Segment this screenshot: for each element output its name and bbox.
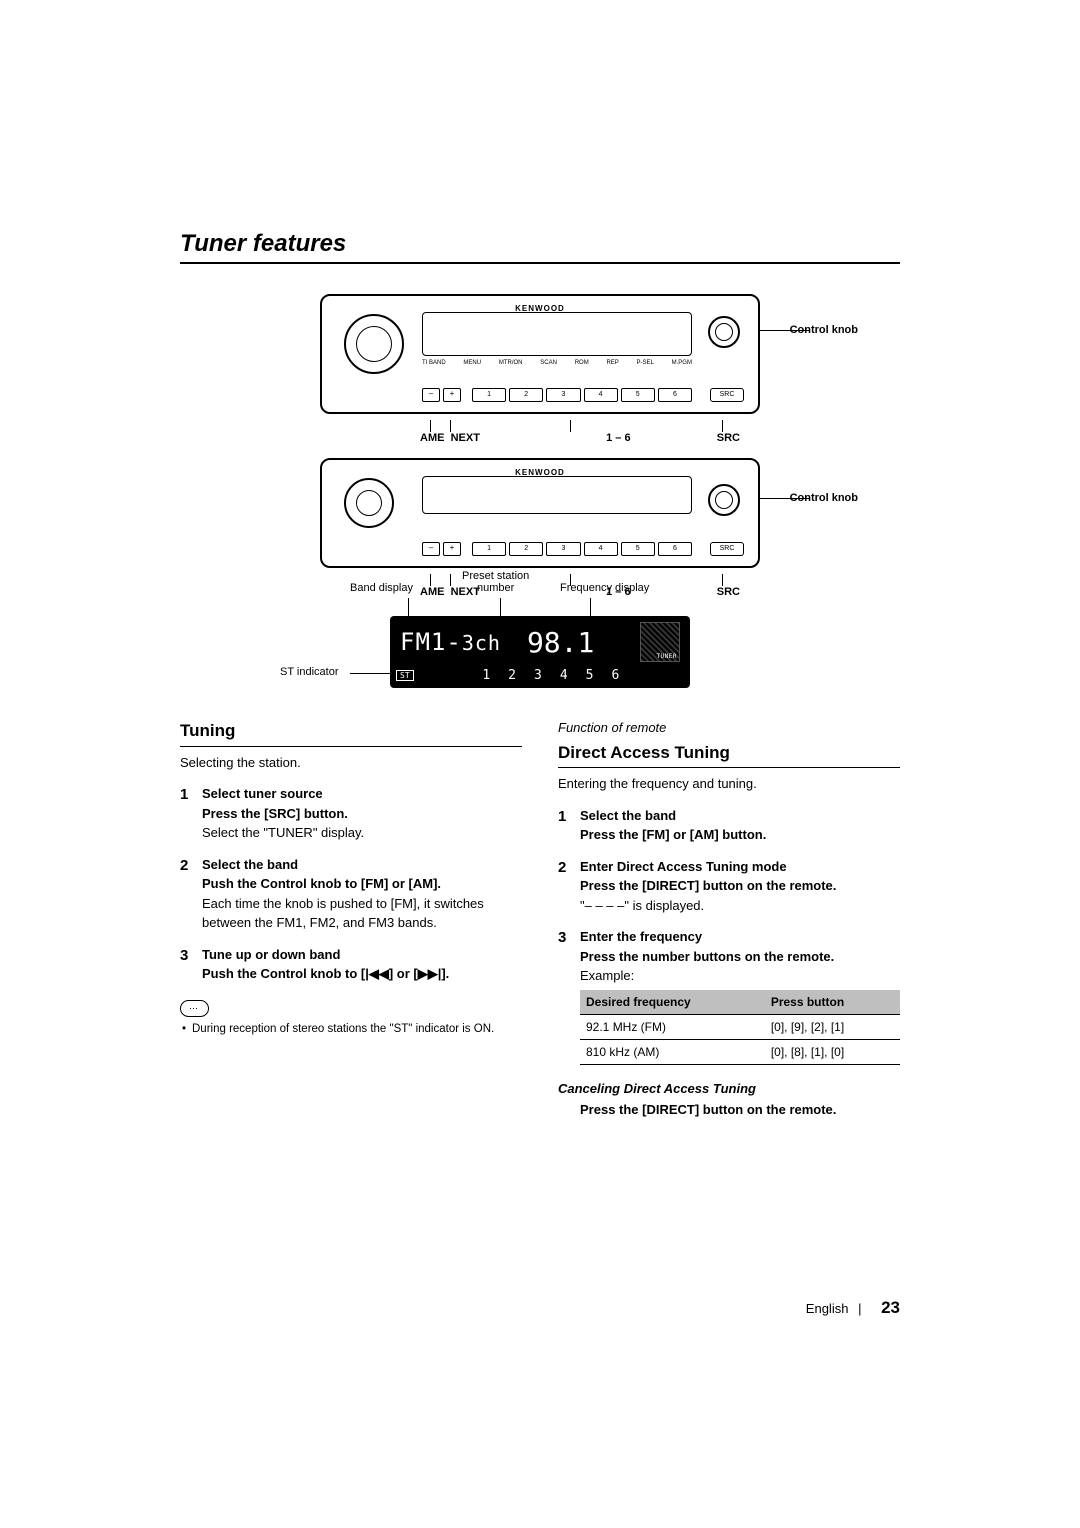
table-header: Press button [765,990,900,1015]
page-number: 23 [881,1298,900,1317]
tuning-step: Select the band Push the Control knob to… [180,855,522,933]
preset-button: 4 [584,542,618,556]
direct-step: Enter Direct Access Tuning mode Press th… [558,857,900,916]
ame-next-buttons: – + [422,542,461,556]
preset-button: 4 [584,388,618,402]
table-row: 92.1 MHz (FM) [0], [9], [2], [1] [580,1014,900,1039]
display-window [422,312,692,356]
frequency-table: Desired frequency Press button 92.1 MHz … [580,990,900,1065]
direct-intro: Entering the frequency and tuning. [558,774,900,794]
display-frequency: 98.1 [527,626,594,659]
tuning-note: During reception of stereo stations the … [180,1021,522,1037]
direct-step: Enter the frequency Press the number but… [558,927,900,1065]
tuning-intro: Selecting the station. [180,753,522,773]
table-row: 810 kHz (AM) [0], [8], [1], [0] [580,1039,900,1064]
language-label: English [806,1301,849,1316]
next-button-icon: + [443,388,461,402]
radio-unit-2: KENWOOD Control knob – + 1 2 3 4 5 6 SRC [320,458,760,568]
freq-display-label: Frequency display [560,582,649,594]
page-title: Tuner features [180,230,900,264]
preset-button: 5 [621,388,655,402]
ame-next-buttons: – + [422,388,461,402]
cancel-heading: Canceling Direct Access Tuning [558,1079,900,1099]
preset-button: 3 [546,388,580,402]
tuning-heading: Tuning [180,718,522,747]
preset-button: 6 [658,542,692,556]
preset-button: 5 [621,542,655,556]
ame-button-icon: – [422,388,440,402]
tuning-section: Tuning Selecting the station. Select tun… [180,718,522,1120]
callout-row-1: AME NEXT 1 – 6 SRC [320,432,760,444]
tiny-labels: TI BANDMENU MTR/ONSCAN ROMREP P-SELM.PGM [422,360,692,366]
tuner-icon [640,622,680,662]
preset-button: 2 [509,542,543,556]
cancel-press: Press the [DIRECT] button on the remote. [558,1100,900,1120]
preset-button: 1 [472,388,506,402]
control-knob-label: Control knob [790,324,858,336]
volume-knob-icon [344,478,394,528]
display-band: FM1 [400,628,446,656]
diagram-area: KENWOOD Control knob TI BANDMENU MTR/ONS… [180,294,900,688]
control-knob-icon [708,484,740,516]
tuning-step: Tune up or down band Push the Control kn… [180,945,522,984]
control-knob-label: Control knob [790,492,858,504]
page-footer: English | 23 [806,1298,900,1318]
preset-buttons-row: 1 2 3 4 5 6 [472,388,692,402]
st-indicator: ST [396,670,414,681]
src-button-icon: SRC [710,542,744,556]
preset-button: 6 [658,388,692,402]
table-header: Desired frequency [580,990,765,1015]
control-knob-icon [708,316,740,348]
band-display-label: Band display [350,582,413,594]
radio-unit-1: KENWOOD Control knob TI BANDMENU MTR/ONS… [320,294,760,414]
volume-knob-icon [344,314,404,374]
preset-buttons-row: 1 2 3 4 5 6 [472,542,692,556]
ame-button-icon: – [422,542,440,556]
next-button-icon: + [443,542,461,556]
direct-section: Function of remote Direct Access Tuning … [558,718,900,1120]
preset-num-label: Preset station number [462,570,529,594]
tuning-step: Select tuner source Press the [SRC] butt… [180,784,522,843]
display-mock: Band display Preset station number Frequ… [390,616,690,688]
st-indicator-label: ST indicator [280,666,339,678]
direct-heading: Direct Access Tuning [558,740,900,769]
preset-button: 1 [472,542,506,556]
function-of-remote: Function of remote [558,718,900,738]
direct-step: Select the band Press the [FM] or [AM] b… [558,806,900,845]
preset-button: 2 [509,388,543,402]
display-channel: 3ch [462,631,501,655]
note-icon: ⋯ [180,1000,209,1018]
preset-button: 3 [546,542,580,556]
display-window [422,476,692,514]
src-button-icon: SRC [710,388,744,402]
